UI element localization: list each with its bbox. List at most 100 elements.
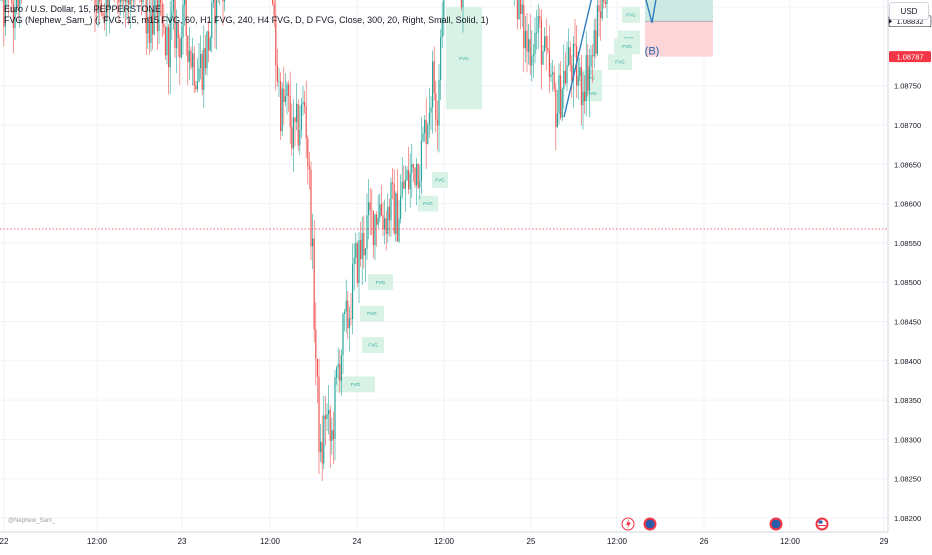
candle-body: [574, 44, 575, 46]
candle-body: [432, 62, 433, 108]
candle-body: [378, 218, 379, 225]
candle-body: [547, 48, 548, 51]
candle-body: [291, 127, 292, 148]
event-icons[interactable]: [622, 518, 829, 531]
candle-body: [296, 104, 297, 122]
candle-body: [528, 39, 529, 51]
candle-body: [323, 415, 324, 463]
candle-body: [384, 218, 385, 229]
candle-body: [126, 0, 127, 2]
time-tick-label: 12:00: [260, 537, 281, 546]
price-tick-label: 1.08250: [894, 475, 921, 484]
price-tick-label: 1.08650: [894, 160, 921, 169]
candle-body: [192, 53, 193, 67]
candle-body: [381, 204, 382, 215]
price-tick-label: 1.08200: [894, 514, 921, 523]
candle-body: [571, 65, 572, 81]
candle-body: [309, 166, 310, 170]
candle-body: [368, 202, 369, 215]
candle-body: [462, 0, 463, 7]
candle-body: [562, 89, 563, 118]
candle-body: [586, 55, 587, 101]
candle-body: [224, 0, 225, 1]
candle-body: [190, 51, 191, 68]
author-watermark: @Nephew_Sam_: [8, 518, 55, 524]
fvg-label: FVG: [351, 382, 361, 387]
candle-body: [589, 67, 590, 91]
candle-body: [288, 84, 289, 96]
candle-body: [392, 182, 393, 183]
candle-body: [326, 414, 327, 419]
candle-body: [406, 170, 407, 180]
candle-body: [294, 118, 295, 123]
candle-body: [197, 81, 198, 89]
candle-body: [312, 238, 313, 246]
candle-body: [336, 368, 337, 378]
candle-body: [419, 181, 420, 188]
candle-body: [570, 47, 571, 65]
candle-body: [213, 0, 214, 2]
candle-body: [568, 47, 569, 65]
candle-body: [339, 364, 340, 381]
symbol-title[interactable]: Euro / U.S. Dollar, 15, PEPPERSTONE: [4, 4, 161, 14]
price-tick-label: 1.08600: [894, 200, 921, 209]
candle-body: [371, 210, 372, 211]
currency-button[interactable]: USD: [889, 2, 929, 20]
candle-body: [274, 4, 275, 16]
fvg-label: FVG: [615, 60, 625, 65]
candle-body: [341, 355, 342, 381]
candle-body: [123, 0, 124, 1]
candle-body: [536, 33, 537, 34]
time-tick-label: 12:00: [434, 537, 455, 546]
candle-body: [325, 415, 326, 419]
candle-body: [517, 0, 518, 19]
candle-body: [563, 71, 564, 89]
candle-body: [390, 182, 391, 220]
time-tick-label: 12:00: [607, 537, 628, 546]
candle-body: [165, 27, 166, 55]
candle-body: [350, 318, 351, 319]
eu-flag-icon: [646, 520, 655, 529]
candle-body: [554, 72, 555, 89]
candle-body: [550, 74, 551, 77]
candle-body: [290, 96, 291, 127]
candle-body: [606, 0, 607, 4]
indicator-legend[interactable]: FVG (Nephew_Sam_) (, FVG, 15, m15 FVG, 6…: [4, 15, 489, 25]
candle-body: [430, 107, 431, 112]
price-tick-label: 1.08700: [894, 121, 921, 130]
candle-body: [426, 120, 427, 144]
candle-body: [352, 264, 353, 319]
candle-body: [579, 67, 580, 76]
candle-body: [578, 76, 579, 85]
candle-body: [531, 56, 532, 65]
candle-body: [424, 120, 425, 134]
candle-body: [560, 75, 561, 117]
candle-body: [315, 330, 316, 359]
candle-body: [307, 138, 308, 165]
candle-body: [206, 31, 207, 68]
candle-body: [413, 164, 414, 167]
candle-body: [210, 38, 211, 51]
candle-body: [179, 38, 180, 57]
candle-body: [440, 37, 441, 79]
candle-body: [605, 2, 606, 4]
candle-body: [118, 0, 119, 3]
candle-body: [278, 81, 279, 82]
fvg-label: FVG: [459, 56, 469, 61]
candle-body: [120, 0, 121, 3]
candle-body: [304, 102, 305, 106]
candle-body: [360, 240, 361, 259]
candle-body: [541, 20, 542, 65]
candle-body: [403, 182, 404, 189]
price-axis-bg: [888, 0, 932, 532]
time-tick-label: 26: [700, 537, 709, 546]
candle-body: [405, 180, 406, 189]
time-tick-label: 24: [353, 537, 362, 546]
price-tick-label: 1.08450: [894, 318, 921, 327]
candle-body: [422, 133, 423, 140]
candle-body: [302, 102, 303, 104]
candle-body: [387, 207, 388, 234]
candle-body: [587, 55, 588, 91]
